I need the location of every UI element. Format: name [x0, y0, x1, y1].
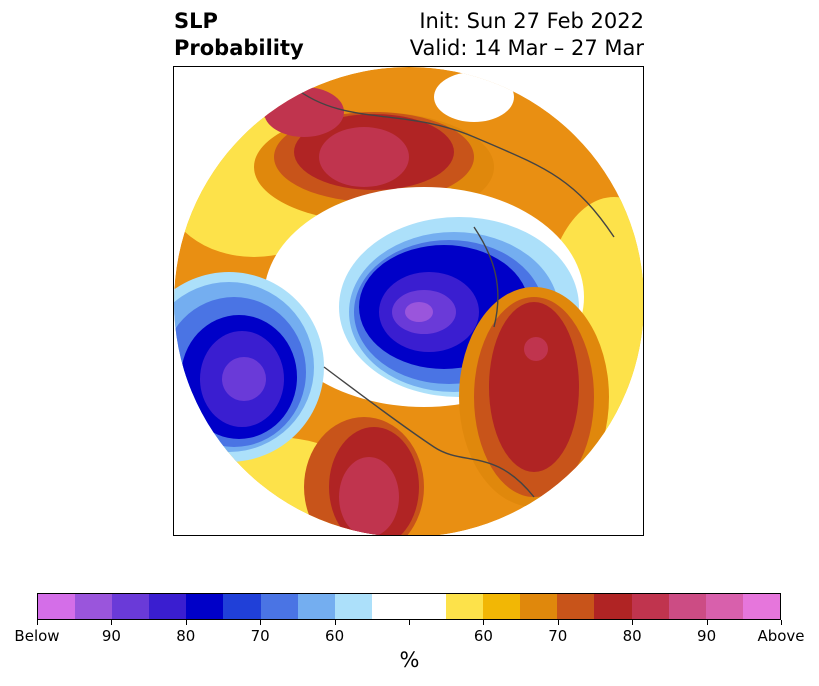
colorbar-swatch: [668, 594, 706, 619]
probability-map: [174, 67, 643, 535]
colorbar-tick: [483, 620, 485, 625]
title-right: Init: Sun 27 Feb 2022 Valid: 14 Mar – 27…: [410, 8, 644, 62]
valid-range: Valid: 14 Mar – 27 Mar: [409, 36, 644, 60]
above-region: [489, 302, 579, 472]
colorbar-swatch: [38, 594, 76, 619]
colorbar-swatch: [75, 594, 113, 619]
colorbar-tick: [706, 620, 708, 625]
above-region: [524, 337, 548, 361]
below-region: [222, 357, 266, 401]
coastline: [473, 226, 499, 328]
colorbar-unit: %: [399, 648, 420, 672]
colorbar-tick: [37, 620, 38, 625]
colorbar-tick-label: 60: [325, 627, 345, 645]
title-left: SLP Probability: [174, 8, 304, 62]
neutral-region: [434, 72, 514, 122]
init-date: Init: Sun 27 Feb 2022: [419, 9, 644, 33]
colorbar-swatch: [334, 594, 372, 619]
colorbar-tick-label: 60: [473, 627, 493, 645]
colorbar-swatch: [446, 594, 484, 619]
colorbar-tick: [781, 620, 782, 625]
colorbar-swatch: [186, 594, 224, 619]
colorbar-tick: [557, 620, 559, 625]
colorbar: [37, 593, 781, 620]
colorbar-tick-label: 70: [548, 627, 568, 645]
colorbar-tick: [111, 620, 113, 625]
colorbar-tick-label: Above: [757, 627, 805, 645]
colorbar-tick: [260, 620, 262, 625]
colorbar-swatch: [594, 594, 632, 619]
colorbar-swatch: [408, 594, 447, 619]
colorbar-ticks: Below 90 80 70 60 60 70 80 90 Above: [14, 620, 805, 645]
colorbar-tick: [185, 620, 187, 625]
colorbar-tick-label: 70: [250, 627, 270, 645]
colorbar-tick-label: 80: [622, 627, 642, 645]
above-region: [339, 457, 399, 535]
colorbar-swatch: [520, 594, 558, 619]
colorbar-swatch: [742, 594, 780, 619]
colorbar-swatch: [631, 594, 669, 619]
colorbar-swatch: [483, 594, 521, 619]
colorbar-swatch: [223, 594, 261, 619]
colorbar-swatch: [557, 594, 595, 619]
colorbar-swatch: [297, 594, 335, 619]
colorbar-tick: [334, 620, 336, 625]
colorbar-tick-label: Below: [14, 627, 60, 645]
colorbar-swatch: [260, 594, 298, 619]
coastline: [323, 366, 535, 498]
colorbar-swatch: [705, 594, 743, 619]
coastline: [293, 86, 615, 238]
above-region: [319, 127, 409, 187]
colorbar-swatch: [149, 594, 187, 619]
title-type: Probability: [174, 36, 304, 60]
title-variable: SLP: [174, 9, 218, 33]
colorbar-tick-label: 90: [697, 627, 717, 645]
colorbar-swatch: [112, 594, 150, 619]
colorbar-tick-label: 80: [176, 627, 196, 645]
colorbar-tick: [409, 620, 410, 625]
colorbar-tick-label: 90: [101, 627, 121, 645]
colorbar-tick: [632, 620, 634, 625]
colorbar-swatch: [371, 594, 409, 619]
map-panel: [173, 66, 644, 536]
below-region: [405, 302, 433, 322]
